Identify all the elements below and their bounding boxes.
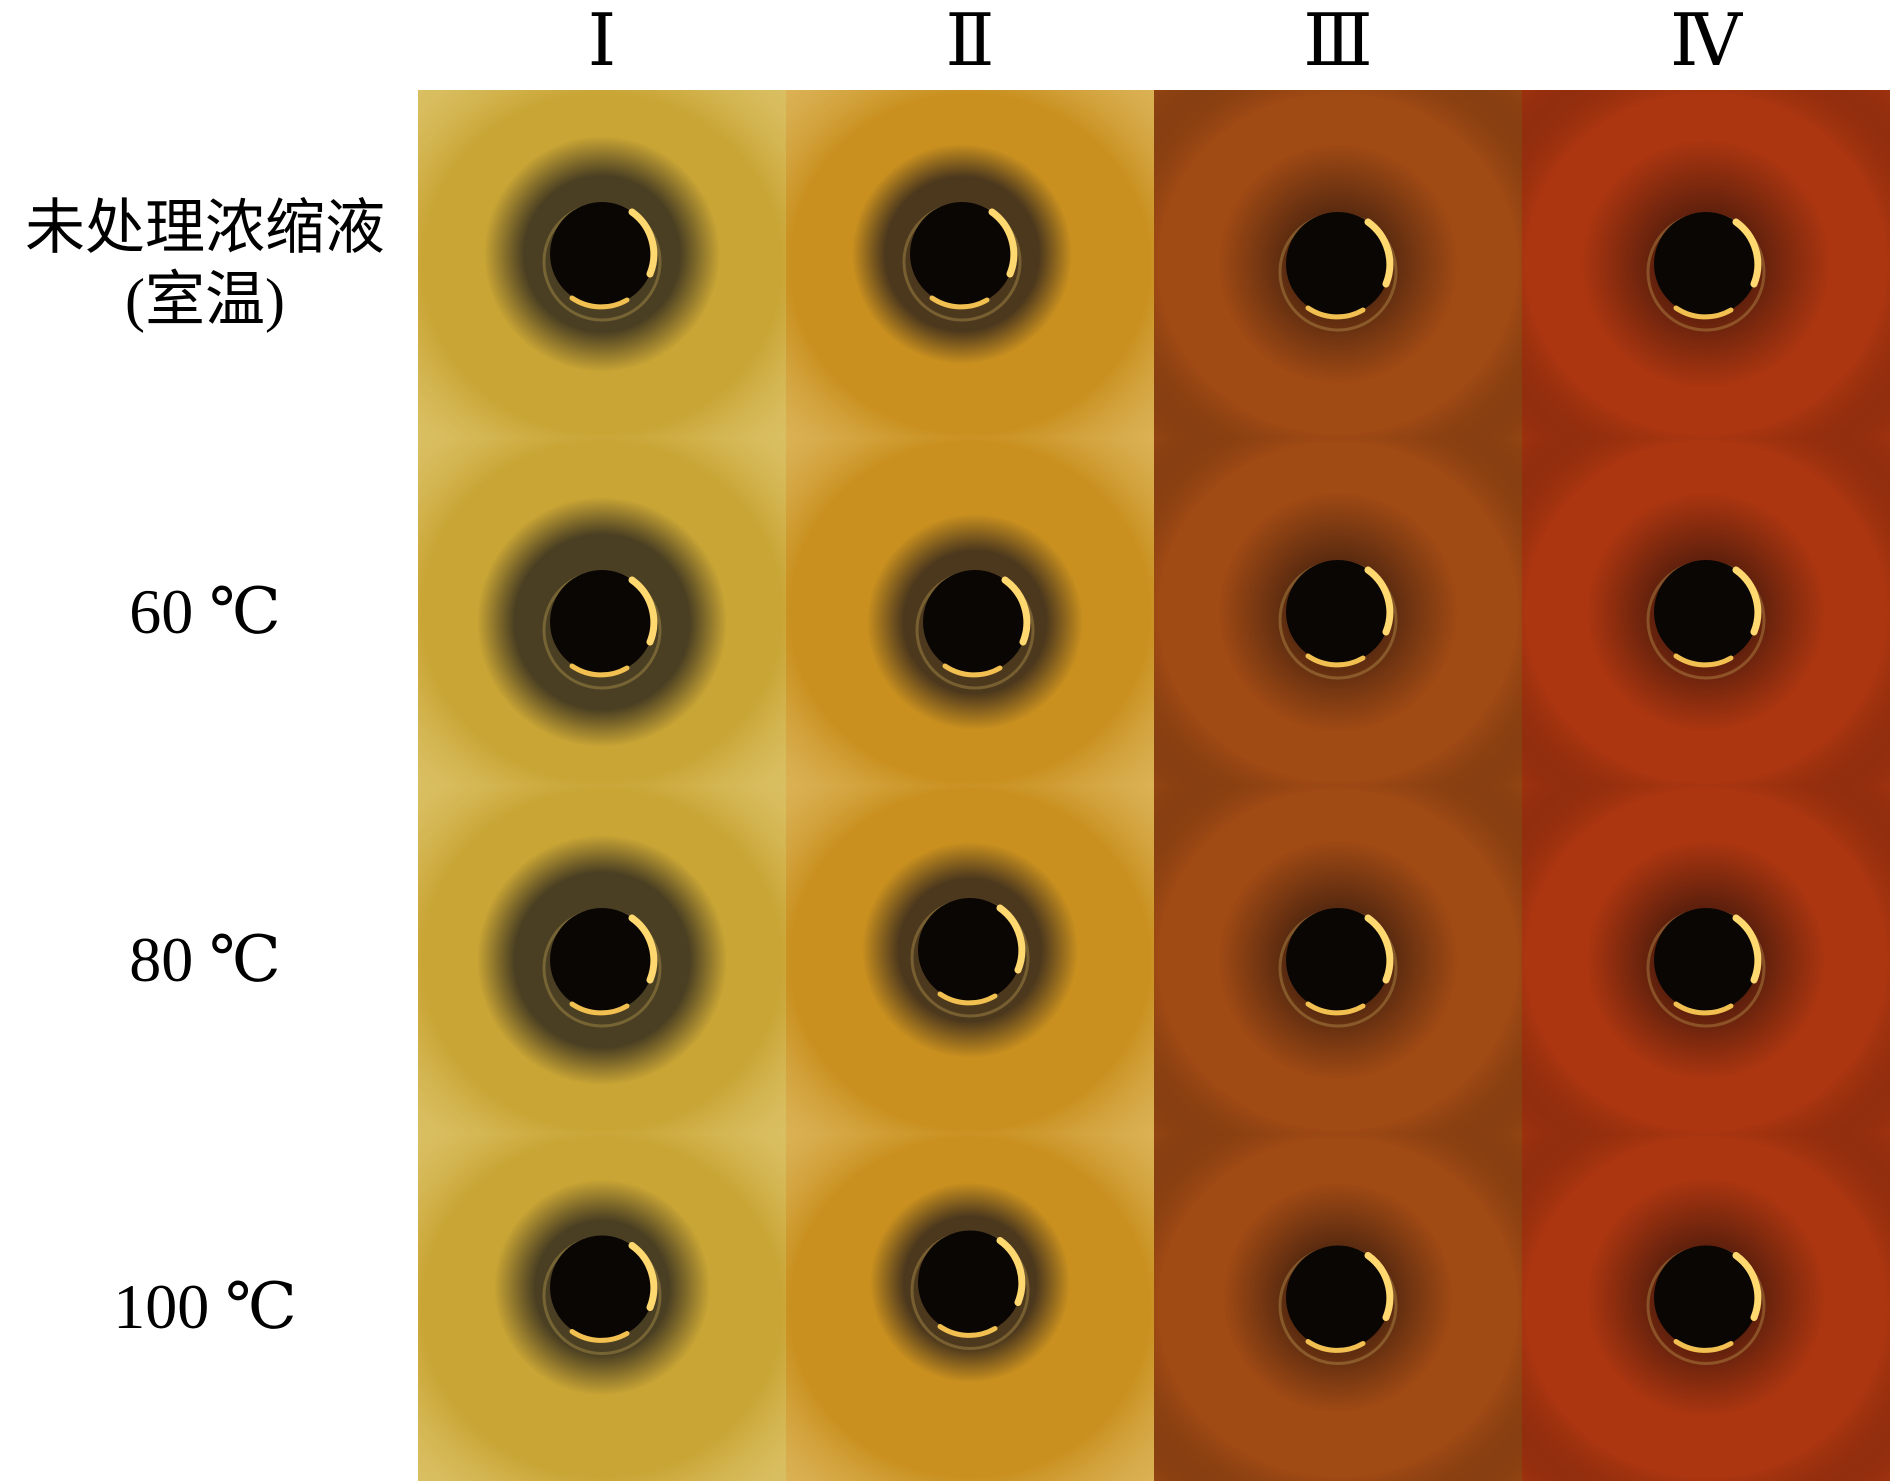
well-photo-r1-c3 — [1154, 90, 1522, 438]
well-hole — [1654, 908, 1758, 1012]
well-highlight — [1001, 576, 1031, 646]
well-highlight — [569, 1329, 630, 1343]
well-highlight — [1732, 566, 1762, 636]
well-hole — [550, 1235, 654, 1340]
well-highlight — [1305, 653, 1366, 668]
well-photo-r2-c2 — [786, 438, 1154, 786]
well-highlight — [1305, 1001, 1366, 1016]
well-highlight — [628, 1242, 658, 1311]
well-highlight — [569, 1001, 630, 1016]
well-highlight — [1305, 1339, 1366, 1353]
well-highlight — [937, 1324, 998, 1338]
well-photo-r2-c4 — [1522, 438, 1890, 786]
well-highlight — [1732, 914, 1762, 984]
well-hole — [910, 202, 1014, 306]
well-highlight — [1364, 566, 1394, 636]
well-highlight — [628, 914, 658, 984]
well-highlight — [1673, 1339, 1734, 1353]
well-hole — [1286, 212, 1390, 316]
column-header-4: Ⅳ — [1670, 0, 1742, 81]
well-highlight — [1364, 914, 1394, 984]
well-hole — [550, 202, 654, 306]
well-photo-r4-c1 — [418, 1134, 786, 1481]
well-photo-r3-c3 — [1154, 786, 1522, 1134]
well-photo-r4-c3 — [1154, 1134, 1522, 1481]
well-hole — [550, 570, 654, 674]
well-hole — [923, 570, 1027, 674]
row-label-temperature: 80 ℃ — [129, 923, 281, 995]
well-hole — [1286, 908, 1390, 1012]
well-photo-r1-c2 — [786, 90, 1154, 438]
well-hole — [1286, 1245, 1390, 1350]
well-highlight — [996, 904, 1026, 974]
well-hole — [1654, 1245, 1758, 1350]
well-highlight — [1732, 218, 1762, 288]
well-highlight — [1732, 1252, 1762, 1321]
column-header-2: Ⅱ — [945, 0, 995, 81]
well-photo-r4-c2 — [786, 1134, 1154, 1481]
well-hole — [918, 1230, 1022, 1335]
well-hole — [1654, 560, 1758, 664]
photo-grid — [418, 90, 1890, 1481]
well-hole — [1654, 212, 1758, 316]
well-photo-r1-c4 — [1522, 90, 1890, 438]
well-highlight — [569, 295, 630, 310]
well-highlight — [1673, 1001, 1734, 1016]
well-photo-r2-c1 — [418, 438, 786, 786]
row-label-100c: 100 ℃ — [0, 1134, 410, 1481]
row-label-room-temperature: 未处理浓缩液 (室温) — [0, 90, 410, 438]
well-photo-r1-c1 — [418, 90, 786, 438]
column-header-3: Ⅲ — [1303, 0, 1373, 81]
row-label-60c: 60 ℃ — [0, 438, 410, 786]
row-label-temperature: 100 ℃ — [113, 1271, 297, 1343]
well-highlight — [988, 208, 1018, 278]
well-photo-r3-c1 — [418, 786, 786, 1134]
well-highlight — [1364, 1252, 1394, 1321]
well-photo-r3-c2 — [786, 786, 1154, 1134]
well-highlight — [1305, 305, 1366, 320]
well-highlight — [569, 663, 630, 678]
well-highlight — [1673, 653, 1734, 668]
well-photo-r4-c4 — [1522, 1134, 1890, 1481]
row-label-temperature: 60 ℃ — [129, 575, 281, 647]
well-highlight — [1364, 218, 1394, 288]
well-highlight — [1673, 305, 1734, 320]
well-photo-r2-c3 — [1154, 438, 1522, 786]
column-header-1: Ⅰ — [587, 0, 617, 81]
well-highlight — [929, 295, 990, 310]
well-highlight — [628, 208, 658, 278]
well-highlight — [937, 991, 998, 1006]
well-hole — [918, 898, 1022, 1002]
well-photo-r3-c4 — [1522, 786, 1890, 1134]
well-hole — [1286, 560, 1390, 664]
row-label-80c: 80 ℃ — [0, 786, 410, 1134]
well-highlight — [628, 576, 658, 646]
row-label-line1: 未处理浓缩液 — [25, 195, 385, 261]
well-highlight — [996, 1237, 1026, 1306]
well-highlight — [942, 663, 1003, 678]
well-hole — [550, 908, 654, 1012]
row-label-line2: (室温) — [125, 267, 285, 333]
